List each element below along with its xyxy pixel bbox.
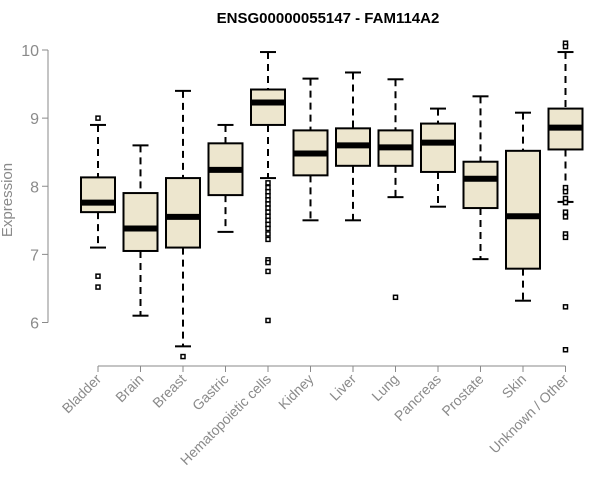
interquartile-box (165, 177, 201, 249)
chart-title: ENSG00000055147 - FAM114A2 (217, 10, 440, 27)
box-bladder (80, 115, 116, 290)
y-tick-label: 6 (30, 316, 39, 333)
interquartile-box (122, 192, 159, 252)
box-lung (377, 78, 414, 301)
y-tick-label: 7 (30, 247, 39, 264)
y-axis: 6 7 8 9 10 (21, 43, 49, 333)
x-tick-label: Breast (149, 371, 189, 411)
plot-area (80, 40, 584, 360)
outlier-point (265, 259, 271, 266)
outlier-point (265, 236, 271, 243)
interquartile-box (80, 176, 116, 214)
box-gastric (207, 123, 244, 233)
outlier-point (95, 115, 101, 121)
interquartile-box (462, 160, 499, 210)
box-pancreas (420, 107, 456, 208)
x-tick-label: Pancreas (391, 371, 444, 424)
interquartile-box (420, 122, 456, 173)
x-tick-label: Bladder (59, 371, 105, 417)
box-liver (335, 71, 371, 222)
x-tick-label: Kidney (275, 371, 317, 413)
outlier-point (562, 234, 569, 241)
outlier-point (562, 214, 569, 220)
interquartile-box (250, 88, 286, 126)
outlier-point (95, 284, 101, 290)
y-axis-label: Expression (0, 163, 16, 237)
outlier-point (265, 317, 271, 324)
y-tick-label: 9 (30, 111, 39, 128)
box-brain (122, 144, 159, 317)
x-tick-label: Liver (326, 371, 359, 404)
outlier-point (265, 268, 271, 275)
outlier-point (562, 304, 569, 310)
interquartile-box (505, 149, 541, 270)
outlier-point (562, 43, 569, 50)
outlier-point (95, 273, 101, 279)
x-tick-label: Brain (112, 371, 146, 405)
y-tick-label: 8 (30, 179, 39, 196)
outlier-point (265, 180, 271, 186)
x-tick-label: Unknown / Other (486, 371, 572, 457)
outlier-point (562, 347, 569, 353)
y-tick-label: 10 (21, 43, 39, 60)
outlier-point (562, 188, 569, 195)
box-hematopoietic-cells (250, 51, 286, 324)
outlier-point (265, 225, 271, 232)
outlier-point (265, 231, 271, 237)
box-breast (165, 89, 201, 360)
box-unknown-other (547, 40, 584, 353)
box-skin (505, 111, 541, 302)
outlier-point (562, 199, 569, 206)
x-tick-label: Prostate (438, 371, 486, 419)
x-tick-label: Skin (499, 371, 530, 402)
outlier-point (180, 353, 186, 360)
x-tick-label: Lung (368, 371, 401, 404)
box-prostate (462, 95, 499, 261)
outlier-point (392, 294, 399, 301)
box-kidney (292, 77, 329, 222)
outlier-point (562, 209, 569, 215)
